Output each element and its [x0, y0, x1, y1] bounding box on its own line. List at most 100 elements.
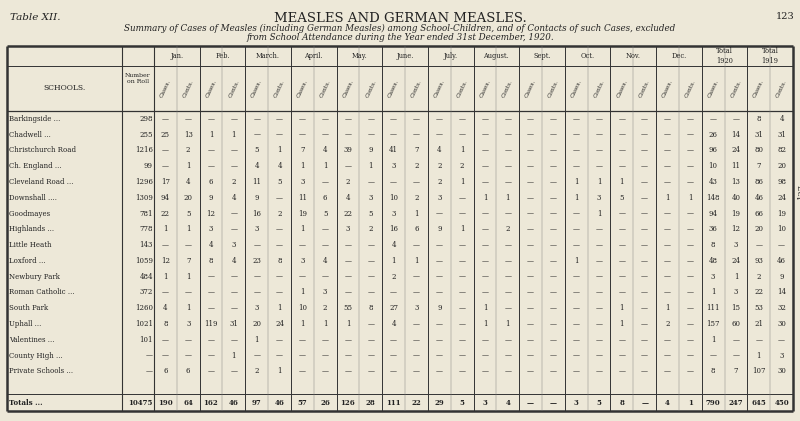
Text: 11: 11 — [731, 162, 741, 170]
Text: —: — — [550, 352, 557, 360]
Text: Conts.: Conts. — [274, 79, 286, 98]
Text: —: — — [687, 115, 694, 123]
Text: —: — — [641, 336, 648, 344]
Text: 2: 2 — [346, 178, 350, 186]
Text: —: — — [367, 257, 374, 265]
Text: 6: 6 — [186, 368, 190, 376]
Text: 1296: 1296 — [135, 178, 153, 186]
Text: —: — — [527, 320, 534, 328]
Text: Feb.: Feb. — [215, 52, 230, 60]
Text: —: — — [436, 210, 442, 218]
Text: —: — — [573, 352, 580, 360]
Text: 25: 25 — [161, 131, 170, 139]
Text: —: — — [458, 288, 466, 296]
Text: 3: 3 — [779, 352, 784, 360]
Text: —: — — [482, 162, 489, 170]
Text: —: — — [146, 352, 153, 360]
Text: 1021: 1021 — [135, 320, 153, 328]
Text: Cases.: Cases. — [753, 79, 765, 98]
Text: —: — — [230, 210, 238, 218]
Text: Cases.: Cases. — [205, 79, 218, 98]
Text: Conts.: Conts. — [502, 79, 514, 98]
Text: —: — — [573, 147, 580, 155]
Text: —: — — [276, 273, 283, 281]
Text: Cases.: Cases. — [706, 79, 719, 98]
Text: —: — — [641, 115, 648, 123]
Text: 1: 1 — [666, 304, 670, 312]
Text: July.: July. — [444, 52, 458, 60]
Text: 1: 1 — [300, 288, 305, 296]
Text: —: — — [641, 368, 648, 376]
Text: 1: 1 — [186, 304, 190, 312]
Text: Barkingside ...: Barkingside ... — [9, 115, 60, 123]
Text: —: — — [550, 194, 557, 202]
Text: Cases.: Cases. — [159, 79, 172, 98]
Text: 2: 2 — [437, 162, 442, 170]
Text: —: — — [641, 178, 648, 186]
Text: 31: 31 — [777, 131, 786, 139]
Text: 32: 32 — [777, 304, 786, 312]
Text: 22: 22 — [754, 288, 763, 296]
Text: from School Attendance during the Year ended 31st December, 1920.: from School Attendance during the Year e… — [246, 33, 554, 42]
Text: 1: 1 — [711, 336, 715, 344]
Text: 20: 20 — [252, 320, 261, 328]
Text: Cases.: Cases. — [342, 79, 354, 98]
Text: —: — — [253, 131, 260, 139]
Text: —: — — [664, 147, 671, 155]
Text: —: — — [367, 368, 374, 376]
Text: 1260: 1260 — [135, 304, 153, 312]
Text: —: — — [527, 115, 534, 123]
Text: 17: 17 — [161, 178, 170, 186]
Text: 7: 7 — [300, 147, 305, 155]
Text: 1: 1 — [300, 320, 305, 328]
Text: 3: 3 — [574, 399, 578, 407]
Text: —: — — [710, 115, 717, 123]
Text: —: — — [413, 178, 420, 186]
Text: 4: 4 — [186, 178, 190, 186]
Text: —: — — [687, 225, 694, 233]
Text: —: — — [413, 288, 420, 296]
Text: —: — — [276, 194, 283, 202]
Text: Cases.: Cases. — [661, 79, 674, 98]
Text: 31: 31 — [230, 320, 238, 328]
Text: —: — — [778, 241, 785, 249]
Text: —: — — [322, 368, 329, 376]
Text: —: — — [185, 336, 192, 344]
Text: 16: 16 — [252, 210, 261, 218]
Text: —: — — [595, 257, 602, 265]
Text: —: — — [458, 304, 466, 312]
Text: 12: 12 — [206, 210, 215, 218]
Text: —: — — [664, 257, 671, 265]
Text: —: — — [618, 368, 626, 376]
Text: 1: 1 — [232, 131, 236, 139]
Text: 1: 1 — [209, 131, 214, 139]
Text: —: — — [299, 352, 306, 360]
Text: —: — — [550, 320, 557, 328]
Text: —: — — [664, 210, 671, 218]
Text: 93: 93 — [754, 257, 763, 265]
Text: —: — — [253, 241, 260, 249]
Text: 3: 3 — [597, 194, 602, 202]
Text: Total
1919: Total 1919 — [762, 48, 778, 64]
Text: —: — — [253, 288, 260, 296]
Text: —: — — [641, 399, 648, 407]
Text: 2: 2 — [232, 178, 236, 186]
Text: —: — — [299, 131, 306, 139]
Text: —: — — [230, 225, 238, 233]
Text: 22: 22 — [161, 210, 170, 218]
Text: 298: 298 — [139, 115, 153, 123]
Text: —: — — [550, 131, 557, 139]
Text: —: — — [253, 115, 260, 123]
Text: 10: 10 — [777, 225, 786, 233]
Text: 5: 5 — [597, 399, 602, 407]
Text: 1: 1 — [734, 273, 738, 281]
Text: 4: 4 — [278, 162, 282, 170]
Text: —: — — [573, 210, 580, 218]
Text: 1: 1 — [278, 368, 282, 376]
Text: 3: 3 — [369, 194, 373, 202]
Text: 123: 123 — [776, 12, 795, 21]
Text: —: — — [595, 225, 602, 233]
Text: 8: 8 — [619, 399, 624, 407]
Text: 111: 111 — [706, 304, 720, 312]
Text: Conts.: Conts. — [182, 79, 194, 98]
